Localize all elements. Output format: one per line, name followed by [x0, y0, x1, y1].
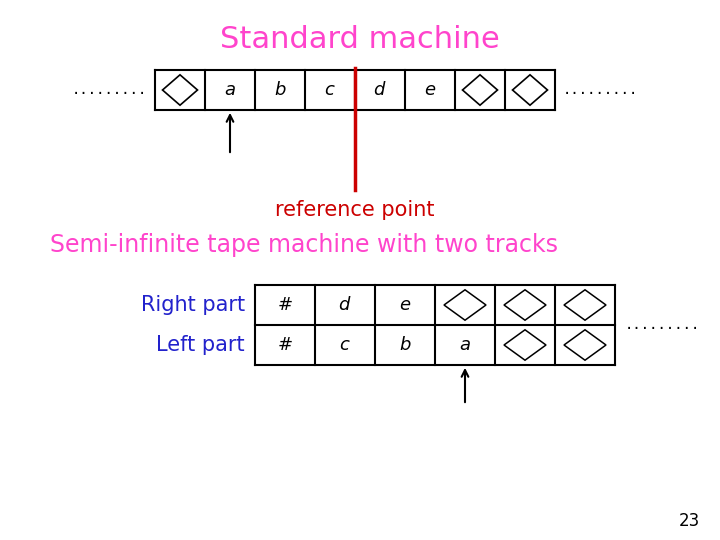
- Text: reference point: reference point: [275, 200, 435, 220]
- Text: $b$: $b$: [399, 336, 411, 354]
- Text: Left part: Left part: [156, 335, 245, 355]
- Text: $b$: $b$: [274, 81, 287, 99]
- Text: $a$: $a$: [459, 336, 471, 354]
- Text: #: #: [277, 296, 292, 314]
- Text: Semi-infinite tape machine with two tracks: Semi-infinite tape machine with two trac…: [50, 233, 558, 257]
- Text: #: #: [277, 336, 292, 354]
- Text: Right part: Right part: [141, 295, 245, 315]
- Text: $d$: $d$: [373, 81, 387, 99]
- Text: 23: 23: [679, 512, 700, 530]
- Text: .........: .........: [563, 83, 639, 97]
- Text: $d$: $d$: [338, 296, 352, 314]
- Text: .........: .........: [71, 83, 147, 97]
- Text: $e$: $e$: [424, 81, 436, 99]
- Text: .........: .........: [625, 318, 701, 332]
- Text: $c$: $c$: [339, 336, 351, 354]
- Text: $c$: $c$: [324, 81, 336, 99]
- Text: $e$: $e$: [399, 296, 411, 314]
- Text: $a$: $a$: [224, 81, 236, 99]
- Text: Standard machine: Standard machine: [220, 25, 500, 55]
